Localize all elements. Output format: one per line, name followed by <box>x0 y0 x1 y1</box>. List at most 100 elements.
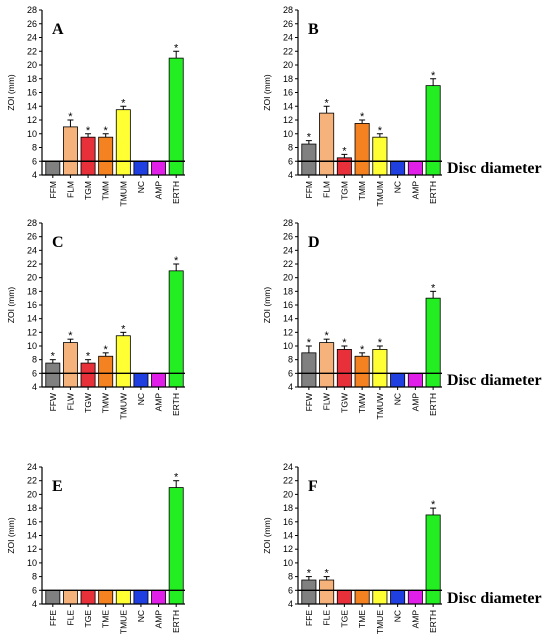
panel-label: F <box>308 478 318 495</box>
bar-fle <box>62 589 78 605</box>
category-label-tmue: TMUE <box>118 610 128 634</box>
category-label-ffe: FFE <box>48 610 58 626</box>
bar-nc <box>390 589 406 605</box>
y-tick-label: 28 <box>283 5 293 15</box>
y-tick-label: 16 <box>283 300 293 310</box>
bar-tge <box>80 589 96 605</box>
significance-star-ffm: * <box>307 132 312 144</box>
y-tick-label: 12 <box>283 544 293 554</box>
bar-tge <box>336 589 352 605</box>
y-tick-label: 22 <box>27 46 37 56</box>
bar-tme <box>354 589 370 605</box>
y-tick-label: 14 <box>283 531 293 541</box>
y-tick-label: 16 <box>283 517 293 527</box>
y-tick-label: 24 <box>27 33 37 43</box>
panel-label: B <box>308 21 319 38</box>
y-tick-label: 14 <box>27 101 37 111</box>
y-tick-label: 4 <box>288 382 293 392</box>
category-label-nc: NC <box>393 181 403 193</box>
y-tick-label: 8 <box>288 143 293 153</box>
y-tick-label: 18 <box>27 74 37 84</box>
bar-tgw <box>336 349 352 388</box>
significance-star-erth: * <box>174 255 179 267</box>
category-label-tge: TGE <box>339 610 349 628</box>
bar-nc <box>133 372 149 388</box>
significance-star-tmum: * <box>121 97 126 109</box>
y-tick-label: 14 <box>283 101 293 111</box>
significance-star-tgm: * <box>342 145 347 157</box>
significance-star-tmm: * <box>104 125 109 137</box>
category-label-amp: AMP <box>410 181 420 200</box>
category-label-nc: NC <box>393 393 403 405</box>
y-tick-label: 16 <box>27 517 37 527</box>
y-tick-label: 22 <box>283 259 293 269</box>
bar-flm <box>319 112 335 176</box>
bar-tmw <box>354 355 370 388</box>
y-tick-label: 8 <box>288 355 293 365</box>
y-tick-label: 24 <box>283 462 293 472</box>
y-tick-label: 28 <box>27 5 37 15</box>
y-tick-label: 22 <box>27 259 37 269</box>
category-label-ffm: FFM <box>48 181 58 198</box>
y-tick-label: 4 <box>288 170 293 180</box>
bar-amp <box>407 589 423 605</box>
y-tick-label: 6 <box>288 585 293 595</box>
category-label-flw: FLW <box>65 393 75 410</box>
category-label-tmue: TMUE <box>375 610 385 634</box>
category-label-nc: NC <box>136 393 146 405</box>
y-tick-label: 22 <box>283 476 293 486</box>
disc-diameter-label-cd: Disc diameter <box>447 372 542 389</box>
chart-panel-b: B ZOI (mm) * FFM * FLM * TGM * TMM * TMUM NC AMP * ERTH… <box>262 5 442 207</box>
category-label-nc: NC <box>136 610 146 622</box>
category-label-erth: ERTH <box>428 393 438 416</box>
significance-star-tmum: * <box>378 125 383 137</box>
y-axis-label: ZOI (mm) <box>262 287 272 324</box>
y-tick-label: 22 <box>27 476 37 486</box>
y-tick-label: 4 <box>32 599 37 609</box>
category-label-tmum: TMUM <box>375 181 385 207</box>
y-tick-label: 12 <box>27 544 37 554</box>
chart-panel-d: D ZOI (mm) * FFW * FLW * TGW * TMW * TMUW NC AMP * ERTH… <box>262 218 442 419</box>
category-label-tgw: TGW <box>83 393 93 413</box>
bar-flw <box>319 342 335 388</box>
y-tick-label: 12 <box>27 327 37 337</box>
y-tick-label: 18 <box>27 286 37 296</box>
bar-tmuw <box>372 349 388 388</box>
category-label-ffw: FFW <box>48 393 58 411</box>
bar-amp <box>151 589 167 605</box>
panel-label: A <box>52 21 64 38</box>
y-tick-label: 16 <box>27 300 37 310</box>
category-label-tgw: TGW <box>339 393 349 413</box>
y-tick-label: 10 <box>283 341 293 351</box>
y-tick-label: 8 <box>32 572 37 582</box>
y-tick-label: 16 <box>283 88 293 98</box>
bar-tmum <box>115 109 131 176</box>
bar-tme <box>98 589 114 605</box>
bar-ffm <box>45 160 61 176</box>
y-tick-label: 20 <box>27 273 37 283</box>
bar-fle <box>319 579 335 605</box>
significance-star-erth: * <box>431 70 436 82</box>
y-tick-label: 24 <box>283 245 293 255</box>
bar-ffe <box>301 579 317 605</box>
y-tick-label: 22 <box>283 46 293 56</box>
y-tick-label: 4 <box>288 599 293 609</box>
category-label-erth: ERTH <box>428 181 438 204</box>
y-axis-label: ZOI (mm) <box>6 74 16 111</box>
significance-star-tgw: * <box>342 337 347 349</box>
bar-tmuw <box>115 335 131 388</box>
y-tick-label: 24 <box>27 245 37 255</box>
bar-amp <box>407 372 423 388</box>
bar-nc <box>390 160 406 176</box>
y-tick-label: 12 <box>283 115 293 125</box>
category-label-amp: AMP <box>154 181 164 200</box>
significance-star-tmm: * <box>360 111 365 123</box>
bar-tgw <box>80 362 96 388</box>
category-label-nc: NC <box>393 610 403 622</box>
y-axis-label: ZOI (mm) <box>262 517 272 554</box>
y-tick-label: 4 <box>32 382 37 392</box>
y-axis-label: ZOI (mm) <box>6 517 16 554</box>
y-tick-label: 18 <box>27 503 37 513</box>
significance-star-ffe: * <box>307 568 312 580</box>
y-tick-label: 6 <box>288 156 293 166</box>
